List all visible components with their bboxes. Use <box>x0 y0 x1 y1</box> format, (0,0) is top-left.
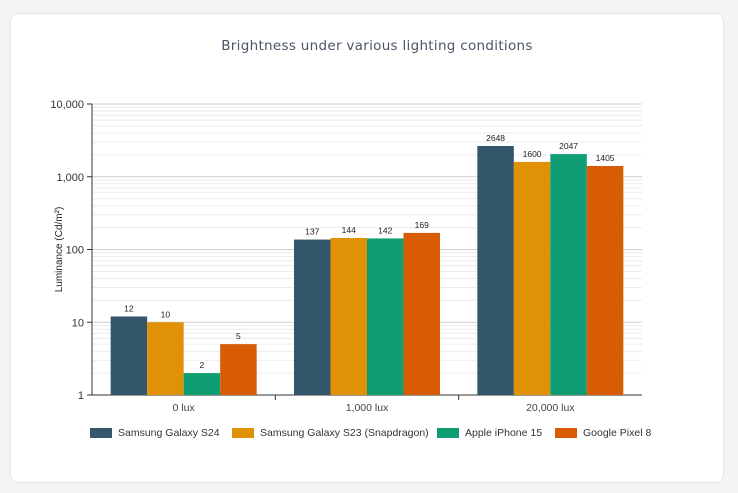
bar <box>550 154 587 395</box>
bar <box>220 344 257 395</box>
legend-label: Samsung Galaxy S24 <box>118 427 220 439</box>
bar <box>403 232 440 395</box>
bar <box>513 161 551 395</box>
chart-title: Brightness under various lighting condit… <box>221 38 533 54</box>
y-tick-label: 10 <box>72 317 84 329</box>
y-tick-label: 1,000 <box>56 172 84 184</box>
bar <box>147 322 184 395</box>
data-label: 2648 <box>486 133 505 143</box>
data-label: 1405 <box>596 153 615 163</box>
y-tick-label: 100 <box>66 245 84 257</box>
data-label: 137 <box>305 227 319 237</box>
x-tick-label: 20,000 lux <box>526 402 575 414</box>
bar <box>367 238 404 395</box>
legend-swatch <box>555 428 577 438</box>
bar <box>477 145 514 395</box>
legend-item[interactable]: Samsung Galaxy S24 <box>90 427 220 439</box>
legend-label: Google Pixel 8 <box>583 427 652 439</box>
bar <box>586 166 624 395</box>
legend-swatch <box>90 428 112 438</box>
bar <box>183 373 221 395</box>
legend-label: Samsung Galaxy S23 (Snapdragon) <box>260 427 429 439</box>
bar <box>110 316 148 395</box>
legend-swatch <box>437 428 459 438</box>
x-tick-label: 1,000 lux <box>346 402 389 414</box>
data-label: 142 <box>378 225 392 235</box>
data-label: 1600 <box>523 149 542 159</box>
data-label: 5 <box>236 331 241 341</box>
legend-item[interactable]: Apple iPhone 15 <box>437 427 542 439</box>
bar <box>294 239 331 395</box>
y-axis-label: Luminance (Cd/m²) <box>54 207 65 293</box>
y-tick-label: 1 <box>78 390 84 402</box>
data-label: 2 <box>200 360 205 370</box>
data-label: 144 <box>342 225 356 235</box>
data-label: 10 <box>161 309 171 319</box>
x-tick-label: 0 lux <box>173 402 196 414</box>
data-label: 12 <box>124 303 134 313</box>
data-label: 169 <box>415 220 429 230</box>
legend-item[interactable]: Google Pixel 8 <box>555 427 651 439</box>
data-label: 2047 <box>559 141 578 151</box>
legend-item[interactable]: Samsung Galaxy S23 (Snapdragon) <box>232 427 429 439</box>
y-tick-label: 10,000 <box>50 99 84 111</box>
legend-label: Apple iPhone 15 <box>465 427 543 439</box>
legend-swatch <box>232 428 254 438</box>
bar <box>330 237 367 395</box>
chart-legend: Samsung Galaxy S24 Samsung Galaxy S23 (Sn… <box>0 427 738 447</box>
